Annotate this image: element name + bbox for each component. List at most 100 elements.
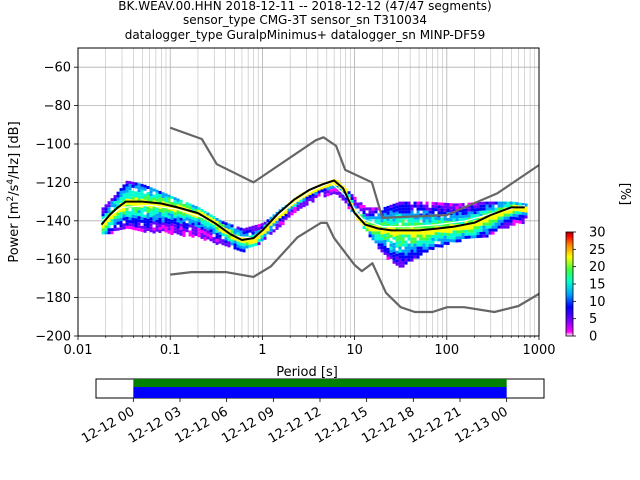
density-cell: [386, 208, 390, 212]
density-cell: [149, 217, 153, 221]
density-cell: [410, 210, 414, 214]
density-cell: [179, 232, 183, 236]
density-cell: [404, 252, 408, 256]
density-cell: [500, 219, 504, 223]
density-cell: [221, 233, 225, 237]
density-cell: [401, 243, 405, 247]
density-cell: [116, 212, 120, 216]
density-cell: [236, 232, 240, 236]
density-cell: [227, 229, 231, 233]
density-cell: [122, 226, 126, 230]
density-cell: [134, 215, 138, 219]
density-cell: [362, 226, 366, 230]
density-cell: [197, 234, 201, 238]
density-cell: [254, 236, 258, 240]
density-cell: [455, 227, 459, 231]
density-cell: [515, 220, 519, 224]
density-cell: [479, 216, 483, 220]
density-cell: [413, 246, 417, 250]
density-cell: [245, 227, 249, 231]
density-cell: [374, 231, 378, 235]
density-cell: [125, 216, 129, 220]
density-cell: [119, 188, 123, 192]
density-cell: [329, 186, 333, 190]
density-cell: [473, 232, 477, 236]
density-cell: [443, 241, 447, 245]
density-cell: [491, 222, 495, 226]
density-cell: [107, 210, 111, 214]
density-cell: [143, 220, 147, 224]
density-cell: [485, 228, 489, 232]
y-tick-label: −140: [35, 214, 71, 229]
density-cell: [482, 225, 486, 229]
density-cell: [314, 195, 318, 199]
density-cell: [425, 216, 429, 220]
density-cell: [155, 195, 159, 199]
density-cell: [167, 224, 171, 228]
density-cell: [404, 243, 408, 247]
density-cell: [137, 213, 141, 217]
density-cell: [158, 217, 162, 221]
density-cell: [473, 226, 477, 230]
density-cell: [377, 231, 381, 235]
density-cell: [473, 211, 477, 215]
density-cell: [107, 216, 111, 220]
density-cell: [143, 223, 147, 227]
density-cell: [494, 213, 498, 217]
density-cell: [242, 246, 246, 250]
density-cell: [398, 234, 402, 238]
density-cell: [278, 221, 282, 225]
density-cell: [236, 247, 240, 251]
density-cell: [344, 197, 348, 201]
density-cell: [407, 231, 411, 235]
density-cell: [254, 227, 258, 231]
density-cell: [518, 214, 522, 218]
density-cell: [212, 225, 216, 229]
density-cell: [401, 219, 405, 223]
density-cell: [491, 225, 495, 229]
density-cell: [242, 234, 246, 238]
density-cell: [374, 240, 378, 244]
density-cell: [428, 246, 432, 250]
density-cell: [191, 231, 195, 235]
density-cell: [494, 225, 498, 229]
density-cell: [152, 206, 156, 210]
density-cell: [407, 216, 411, 220]
density-cell: [452, 212, 456, 216]
density-cell: [164, 226, 168, 230]
density-cell: [512, 216, 516, 220]
density-cell: [137, 222, 141, 226]
density-cell: [203, 234, 207, 238]
density-cell: [431, 201, 435, 205]
density-cell: [245, 239, 249, 243]
density-cell: [392, 236, 396, 240]
density-cell: [440, 235, 444, 239]
density-cell: [404, 210, 408, 214]
density-cell: [413, 249, 417, 253]
density-cell: [398, 252, 402, 256]
density-cell: [365, 213, 369, 217]
density-cell: [101, 216, 105, 220]
density-cell: [446, 205, 450, 209]
density-cell: [407, 243, 411, 247]
density-cell: [404, 249, 408, 253]
density-cell: [200, 232, 204, 236]
density-cell: [401, 231, 405, 235]
density-cell: [503, 216, 507, 220]
density-cell: [407, 219, 411, 223]
density-cell: [269, 231, 273, 235]
density-cell: [272, 214, 276, 218]
density-cell: [203, 225, 207, 229]
density-cell: [152, 215, 156, 219]
density-cell: [500, 201, 504, 205]
density-cell: [185, 214, 189, 218]
density-cell: [149, 208, 153, 212]
density-cell: [131, 211, 135, 215]
density-cell: [434, 205, 438, 209]
density-cell: [233, 228, 237, 232]
density-cell: [134, 194, 138, 198]
density-cell: [239, 233, 243, 237]
density-cell: [344, 200, 348, 204]
density-cell: [446, 229, 450, 233]
